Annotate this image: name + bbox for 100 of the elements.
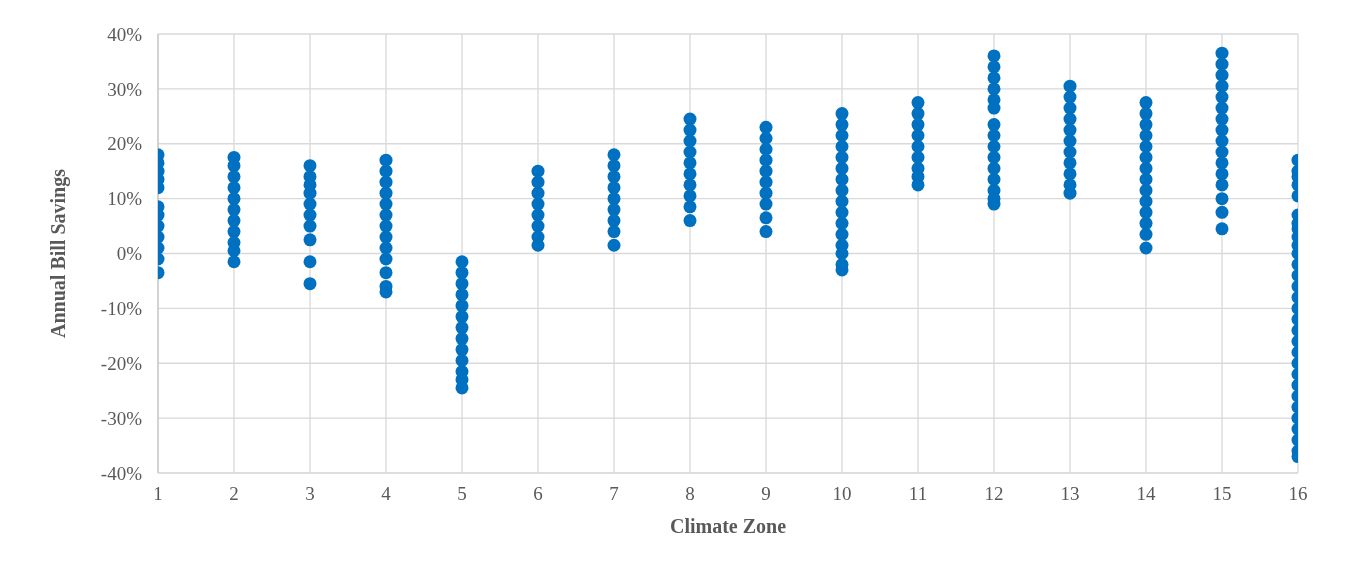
point [227, 170, 241, 184]
point [455, 310, 469, 324]
point [987, 101, 1001, 115]
x-axis-title: Climate Zone [669, 515, 787, 537]
point [835, 107, 849, 121]
point [1215, 205, 1229, 219]
point [911, 150, 925, 164]
point [455, 343, 469, 357]
point [379, 252, 393, 266]
point [759, 164, 773, 178]
point [227, 192, 241, 206]
point [1215, 68, 1229, 82]
point [227, 181, 241, 195]
point [835, 161, 849, 175]
point [911, 118, 925, 132]
point [1215, 222, 1229, 236]
point [227, 214, 241, 228]
point [455, 321, 469, 335]
point [987, 118, 1001, 132]
point [607, 192, 621, 206]
point [1139, 96, 1153, 110]
x-tick-label: 1 [153, 483, 163, 505]
x-tick-label: 15 [1212, 483, 1232, 505]
point [835, 118, 849, 132]
point [1139, 227, 1153, 241]
y-tick-label: 0% [116, 243, 143, 265]
x-tick-label: 14 [1136, 483, 1156, 505]
x-tick-label: 8 [685, 483, 695, 505]
point [1139, 205, 1153, 219]
x-tick-label: 11 [908, 483, 928, 505]
point [835, 194, 849, 208]
point [455, 332, 469, 346]
point [1139, 107, 1153, 121]
point [759, 225, 773, 239]
y-axis-title: Annual Bill Savings [47, 168, 71, 338]
point [911, 129, 925, 143]
x-tick-label: 3 [305, 483, 315, 505]
point [303, 233, 317, 247]
point [379, 164, 393, 178]
point [683, 200, 697, 214]
point [835, 129, 849, 143]
point [1215, 192, 1229, 206]
point [835, 172, 849, 186]
y-tick-label: -20% [100, 352, 143, 374]
point [759, 142, 773, 156]
point [303, 277, 317, 291]
point [987, 150, 1001, 164]
x-tick-label: 7 [609, 483, 619, 505]
point [227, 159, 241, 173]
point [987, 172, 1001, 186]
point [1139, 150, 1153, 164]
point [987, 129, 1001, 143]
point [1139, 194, 1153, 208]
x-tick-label: 2 [229, 483, 239, 505]
point [911, 107, 925, 121]
point [835, 247, 849, 260]
y-tick-label: -40% [100, 462, 143, 484]
point [1139, 139, 1153, 153]
x-tick-label: 12 [984, 483, 1004, 505]
point [759, 197, 773, 211]
point [455, 266, 469, 280]
x-tick-label: 16 [1288, 483, 1308, 505]
point [759, 186, 773, 200]
x-tick-label: 13 [1060, 483, 1080, 505]
x-tick-label: 4 [381, 483, 392, 505]
point [1139, 183, 1153, 197]
point [379, 266, 393, 280]
y-tick-label: 40% [107, 23, 143, 45]
point [455, 354, 469, 368]
point [911, 139, 925, 153]
point [759, 131, 773, 145]
point [1215, 178, 1229, 192]
point [759, 120, 773, 134]
point [607, 238, 621, 252]
y-tick-label: 10% [107, 188, 143, 210]
x-tick-label: 6 [533, 483, 543, 505]
point [607, 181, 621, 195]
point [835, 139, 849, 153]
point [303, 159, 317, 173]
point [1139, 118, 1153, 132]
x-tick-label: 5 [457, 483, 467, 505]
x-tick-label: 10 [832, 483, 852, 505]
point [455, 288, 469, 302]
point [1139, 172, 1153, 186]
point [607, 203, 621, 217]
point [607, 225, 621, 239]
point [227, 203, 241, 217]
y-tick-label: -10% [100, 298, 143, 320]
point [455, 255, 469, 269]
point [607, 148, 621, 162]
point [1139, 241, 1153, 255]
point [531, 164, 545, 178]
point [911, 178, 925, 192]
point [835, 150, 849, 164]
point [911, 96, 925, 110]
point [455, 381, 469, 395]
point [1215, 57, 1229, 71]
point [835, 216, 849, 230]
point [835, 227, 849, 241]
point [455, 277, 469, 291]
